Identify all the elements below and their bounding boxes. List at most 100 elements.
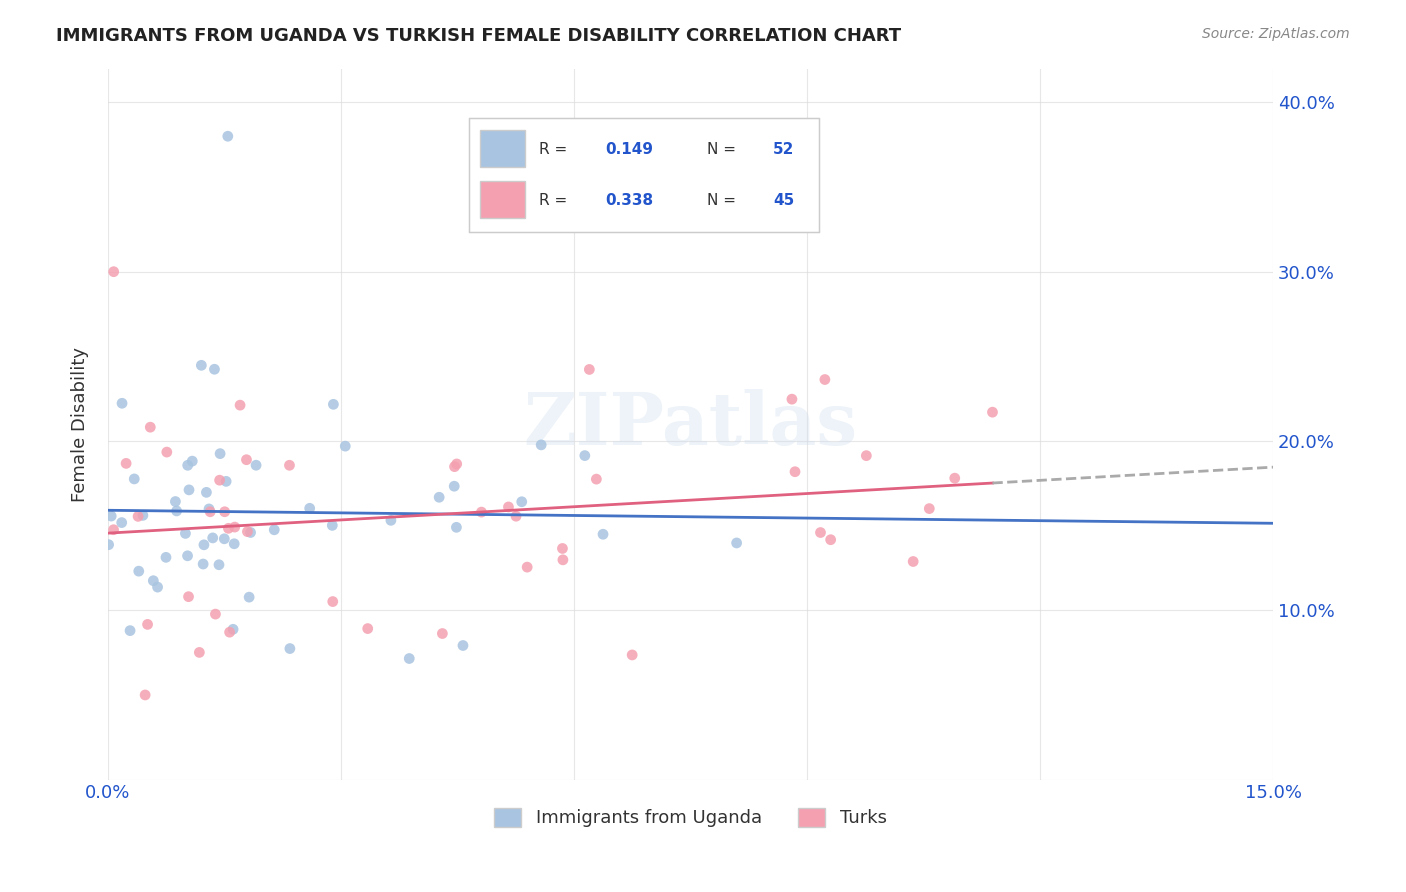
Point [174, 526, 197, 541]
Point [278, 641, 301, 656]
Point [298, 501, 321, 516]
Point [446, 520, 468, 534]
Point [278, 458, 301, 473]
Point [193, 538, 215, 552]
Point [177, 590, 200, 604]
Point [97, 538, 120, 552]
Point [181, 454, 204, 468]
Point [132, 508, 155, 523]
Point [427, 490, 450, 504]
Point [204, 362, 226, 376]
Point [321, 518, 343, 533]
Point [156, 445, 179, 459]
Point [780, 392, 803, 406]
Point [432, 626, 454, 640]
Point [585, 472, 607, 486]
Point [215, 475, 238, 489]
Y-axis label: Female Disability: Female Disability [72, 347, 89, 501]
Point [574, 449, 596, 463]
Point [335, 439, 357, 453]
Point [263, 523, 285, 537]
Point [155, 550, 177, 565]
Point [208, 558, 231, 572]
Point [165, 494, 187, 508]
Point [443, 479, 465, 493]
Point [901, 554, 924, 568]
Point [218, 625, 240, 640]
Point [208, 473, 231, 487]
Point [510, 495, 533, 509]
Point [814, 372, 837, 386]
Text: ZIPatlas: ZIPatlas [523, 389, 858, 459]
Point [322, 594, 344, 608]
Point [122, 472, 145, 486]
Point [239, 525, 262, 540]
Point [204, 607, 226, 621]
Point [516, 560, 538, 574]
Point [100, 509, 122, 524]
Point [136, 617, 159, 632]
Point [115, 456, 138, 470]
Point [103, 265, 125, 279]
Point [446, 457, 468, 471]
Point [134, 688, 156, 702]
Point [222, 623, 245, 637]
Point [224, 520, 246, 534]
Point [176, 549, 198, 563]
Point [810, 525, 832, 540]
Point [176, 458, 198, 473]
Point [209, 447, 232, 461]
Point [551, 541, 574, 556]
Point [142, 574, 165, 588]
Point [505, 509, 527, 524]
Point [190, 359, 212, 373]
Point [229, 398, 252, 412]
Point [198, 502, 221, 516]
Point [621, 648, 644, 662]
Point [195, 485, 218, 500]
Text: IMMIGRANTS FROM UGANDA VS TURKISH FEMALE DISABILITY CORRELATION CHART: IMMIGRANTS FROM UGANDA VS TURKISH FEMALE… [56, 27, 901, 45]
Point [201, 531, 224, 545]
Point [380, 513, 402, 527]
Point [918, 501, 941, 516]
Point [217, 521, 239, 535]
Point [214, 505, 236, 519]
Point [217, 129, 239, 144]
Point [191, 557, 214, 571]
Point [551, 553, 574, 567]
Point [103, 523, 125, 537]
Point [146, 580, 169, 594]
Point [498, 500, 520, 514]
Point [198, 505, 221, 519]
Point [177, 483, 200, 497]
Point [725, 536, 748, 550]
Point [783, 465, 806, 479]
Point [855, 449, 877, 463]
Point [470, 505, 492, 519]
Point [451, 639, 474, 653]
Point [236, 524, 259, 539]
Point [357, 622, 380, 636]
Point [127, 509, 149, 524]
Point [578, 362, 600, 376]
Point [238, 590, 260, 604]
Point [592, 527, 614, 541]
Point [443, 459, 465, 474]
Text: Source: ZipAtlas.com: Source: ZipAtlas.com [1202, 27, 1350, 41]
Point [111, 396, 134, 410]
Point [398, 651, 420, 665]
Point [943, 471, 966, 485]
Point [214, 532, 236, 546]
Point [981, 405, 1004, 419]
Point [111, 516, 134, 530]
Point [224, 537, 246, 551]
Legend: Immigrants from Uganda, Turks: Immigrants from Uganda, Turks [486, 801, 894, 835]
Point [120, 624, 142, 638]
Point [322, 397, 344, 411]
Point [820, 533, 842, 547]
Point [139, 420, 162, 434]
Point [245, 458, 267, 473]
Point [235, 452, 257, 467]
Point [530, 438, 553, 452]
Point [128, 564, 150, 578]
